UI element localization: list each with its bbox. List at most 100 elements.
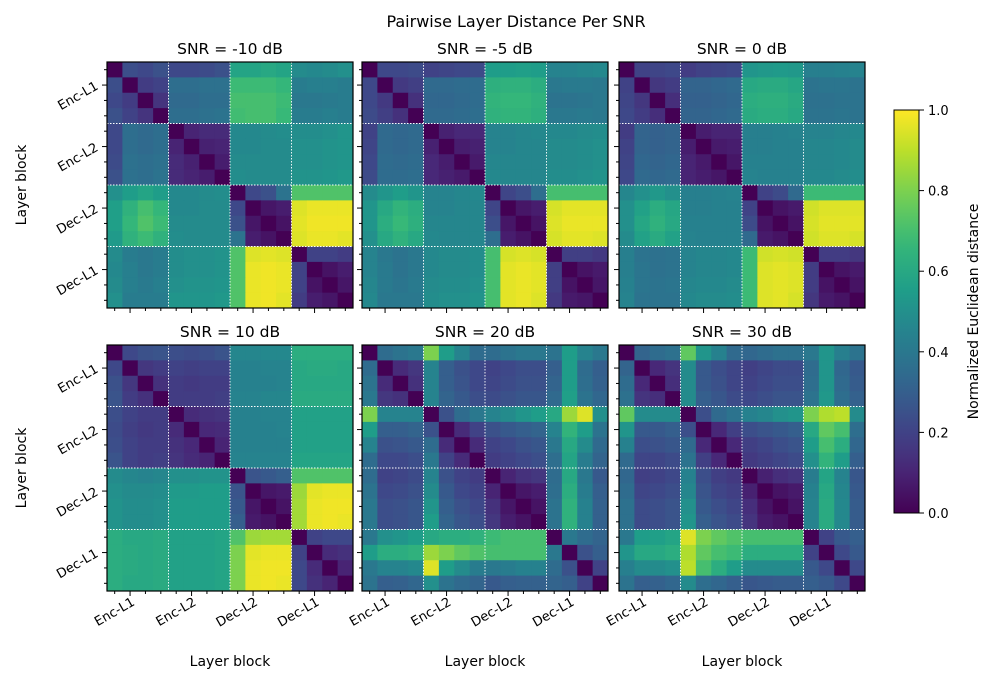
- heatmap-cell: [711, 154, 728, 171]
- heatmap-cell: [423, 200, 440, 217]
- heatmap-cell: [423, 108, 440, 124]
- heatmap-cell: [818, 529, 835, 546]
- heatmap-cell: [772, 169, 789, 186]
- heatmap-cell: [772, 261, 789, 278]
- heatmap-cell: [291, 261, 308, 278]
- colorbar-tick-label: 0.8: [928, 185, 949, 200]
- heatmap-cell: [168, 375, 185, 392]
- heatmap-cell: [619, 169, 635, 186]
- heatmap-cell: [377, 169, 394, 186]
- heatmap-cell: [438, 514, 455, 530]
- heatmap-cell: [592, 375, 609, 392]
- heatmap-cell: [531, 215, 547, 232]
- heatmap-cell: [408, 575, 424, 592]
- heatmap-cell: [362, 108, 378, 124]
- heatmap-cell: [454, 292, 471, 309]
- heatmap-cell: [634, 498, 651, 515]
- heatmap-cell: [322, 62, 339, 78]
- heatmap-cell: [214, 483, 231, 500]
- heatmap-cell: [377, 529, 394, 546]
- heatmap-cell: [153, 360, 169, 377]
- heatmap-cell: [337, 575, 354, 592]
- heatmap-cell: [619, 123, 635, 140]
- heatmap-cell: [772, 406, 789, 423]
- heatmap-cell: [485, 391, 501, 407]
- heatmap-cell: [500, 406, 517, 423]
- heatmap-cell: [122, 261, 139, 278]
- heatmap-cell: [726, 468, 743, 484]
- heatmap-cell: [788, 529, 804, 546]
- heatmap-cell: [818, 406, 835, 423]
- heatmap-cell: [531, 498, 547, 515]
- heatmap-cell: [711, 277, 728, 294]
- heatmap-cell: [122, 154, 139, 171]
- heatmap-cell: [531, 483, 547, 500]
- heatmap-cell: [260, 498, 277, 515]
- heatmap-cell: [469, 360, 486, 377]
- heatmap-cell: [183, 154, 200, 171]
- heatmap-cell: [561, 360, 578, 377]
- heatmap-cell: [619, 215, 635, 232]
- heatmap-cell: [695, 277, 712, 294]
- heatmap-cell: [245, 498, 262, 515]
- heatmap-cell: [665, 345, 681, 361]
- heatmap-panel: SNR = 0 dB: [614, 40, 866, 313]
- heatmap-cell: [500, 292, 517, 309]
- heatmap-cell: [742, 483, 758, 500]
- heatmap-cell: [276, 544, 292, 561]
- heatmap-cell: [168, 406, 185, 423]
- heatmap-cell: [849, 231, 866, 247]
- heatmap-cell: [469, 483, 486, 500]
- heatmap-cell: [306, 544, 323, 561]
- heatmap-cell: [485, 215, 501, 232]
- heatmap-cell: [695, 138, 712, 155]
- heatmap-cell: [711, 514, 728, 530]
- heatmap-cell: [168, 169, 185, 186]
- heatmap-cell: [726, 575, 743, 592]
- heatmap-cell: [757, 406, 774, 423]
- heatmap-cell: [377, 108, 394, 124]
- heatmap-cell: [469, 345, 486, 361]
- heatmap-cell: [561, 437, 578, 454]
- heatmap-cell: [772, 215, 789, 232]
- heatmap-cell: [619, 421, 635, 438]
- heatmap-cell: [122, 406, 139, 423]
- heatmap-cell: [834, 138, 851, 155]
- panel-frame: [361, 61, 609, 309]
- heatmap-cell: [107, 292, 123, 309]
- heatmap-cell: [619, 560, 635, 577]
- heatmap-cell: [742, 391, 758, 407]
- heatmap-cell: [726, 529, 743, 546]
- heatmap-cell: [577, 345, 594, 361]
- heatmap-cell: [168, 92, 185, 109]
- heatmap-cell: [337, 77, 354, 94]
- heatmap-cell: [665, 452, 681, 469]
- heatmap-cell: [230, 468, 246, 484]
- heatmap-cell: [757, 544, 774, 561]
- heatmap-cell: [392, 514, 409, 530]
- heatmap-cell: [183, 77, 200, 94]
- heatmap-cell: [423, 185, 440, 201]
- heatmap-cell: [260, 544, 277, 561]
- heatmap-cell: [742, 498, 758, 515]
- heatmap-cell: [742, 437, 758, 454]
- heatmap-cell: [377, 360, 394, 377]
- heatmap-cell: [577, 375, 594, 392]
- heatmap-cell: [711, 123, 728, 140]
- heatmap-cell: [834, 185, 851, 201]
- heatmap-cell: [577, 360, 594, 377]
- heatmap-cell: [695, 246, 712, 263]
- heatmap-cell: [834, 360, 851, 377]
- heatmap-cell: [515, 77, 532, 94]
- heatmap-cell: [695, 560, 712, 577]
- heatmap-cell: [454, 246, 471, 263]
- heatmap-cell: [546, 391, 563, 407]
- heatmap-cell: [803, 483, 820, 500]
- heatmap-cell: [834, 292, 851, 309]
- heatmap-cell: [726, 154, 743, 171]
- heatmap-cell: [788, 406, 804, 423]
- heatmap-cell: [214, 154, 231, 171]
- heatmap-cell: [772, 514, 789, 530]
- heatmap-cell: [680, 62, 697, 78]
- heatmap-cell: [619, 138, 635, 155]
